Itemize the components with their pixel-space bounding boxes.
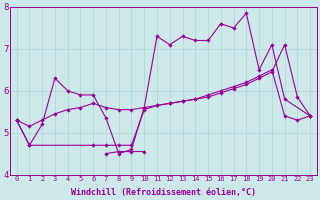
X-axis label: Windchill (Refroidissement éolien,°C): Windchill (Refroidissement éolien,°C) — [71, 188, 256, 197]
